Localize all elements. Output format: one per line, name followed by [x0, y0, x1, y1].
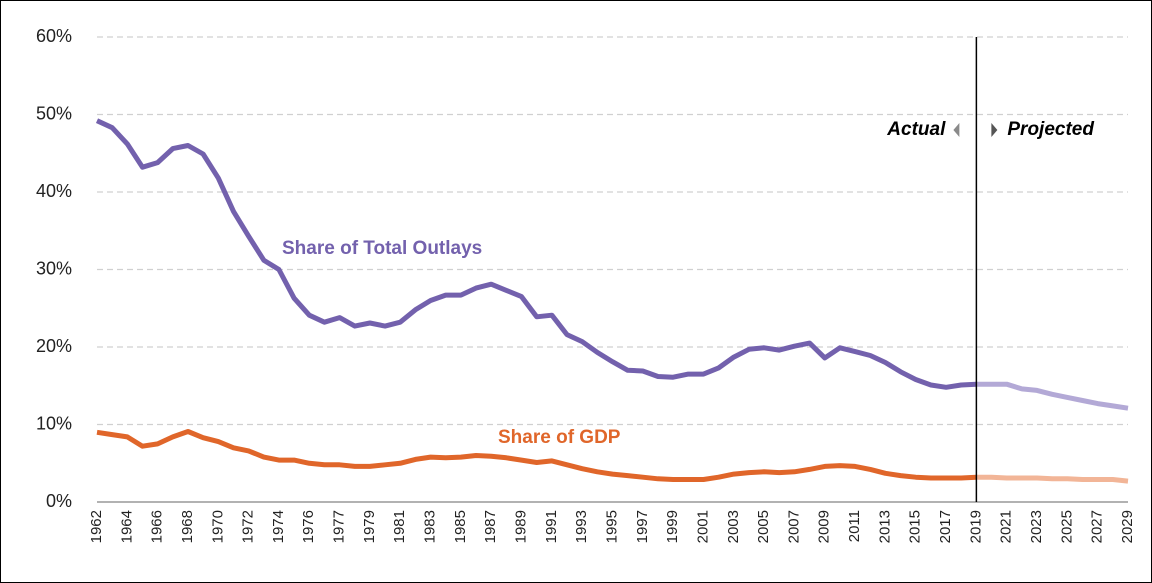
y-tick-label: 30% [36, 258, 72, 278]
x-tick-label: 1972 [240, 510, 257, 543]
x-tick-label: 1983 [422, 510, 439, 543]
series-label: Share of Total Outlays [282, 238, 482, 259]
x-tick-label: 1993 [573, 510, 590, 543]
x-tick-label: 2027 [1089, 510, 1106, 543]
x-tick-label: 2023 [1028, 510, 1045, 543]
series-label: Share of GDP [498, 427, 621, 448]
x-tick-label: 1997 [634, 510, 651, 543]
x-tick-label: 2025 [1058, 510, 1075, 543]
actual-line [95, 118, 977, 390]
x-tick-label: 2001 [694, 510, 711, 543]
x-tick-label: 2013 [876, 510, 893, 543]
x-tick-label: 2015 [907, 510, 924, 543]
x-tick-label: 2019 [967, 510, 984, 543]
arrow-left [953, 123, 960, 137]
x-tick-label: 1962 [88, 510, 105, 543]
y-tick-label: 40% [36, 181, 72, 201]
x-tick-label: 1989 [512, 510, 529, 543]
x-tick-label: 1970 [209, 510, 226, 543]
x-tick-label: 1966 [149, 510, 166, 543]
arrow-right [991, 123, 998, 137]
projected-line [976, 474, 1129, 484]
annotation: Actual [886, 119, 946, 140]
y-tick-label: 60% [36, 26, 72, 46]
actual-line [96, 429, 977, 482]
x-tick-label: 1987 [482, 510, 499, 543]
x-tick-label: 2017 [937, 510, 954, 543]
x-tick-label: 1979 [361, 510, 378, 543]
y-tick-label: 20% [36, 336, 72, 356]
projected-line [976, 381, 1129, 411]
y-tick-label: 10% [36, 413, 72, 433]
x-tick-label: 2029 [1119, 510, 1136, 543]
x-tick-label: 2005 [755, 510, 772, 543]
x-tick-label: 2007 [785, 510, 802, 543]
y-tick-label: 0% [46, 491, 72, 511]
x-tick-label: 2021 [998, 510, 1015, 543]
x-tick-label: 1974 [270, 510, 287, 543]
x-tick-label: 1999 [664, 510, 681, 543]
x-tick-label: 1976 [300, 510, 317, 543]
x-tick-label: 1981 [391, 510, 408, 543]
annotation: Projected [1007, 119, 1094, 140]
x-tick-label: 1977 [331, 510, 348, 543]
x-tick-label: 2003 [725, 510, 742, 543]
x-tick-label: 2011 [846, 510, 863, 542]
x-tick-label: 1968 [179, 510, 196, 543]
y-tick-label: 50% [36, 103, 72, 123]
x-tick-label: 2009 [816, 510, 833, 543]
x-tick-label: 1985 [452, 510, 469, 543]
x-tick-label: 1964 [118, 510, 135, 543]
x-tick-label: 1991 [543, 510, 560, 543]
x-tick-label: 1995 [603, 510, 620, 543]
